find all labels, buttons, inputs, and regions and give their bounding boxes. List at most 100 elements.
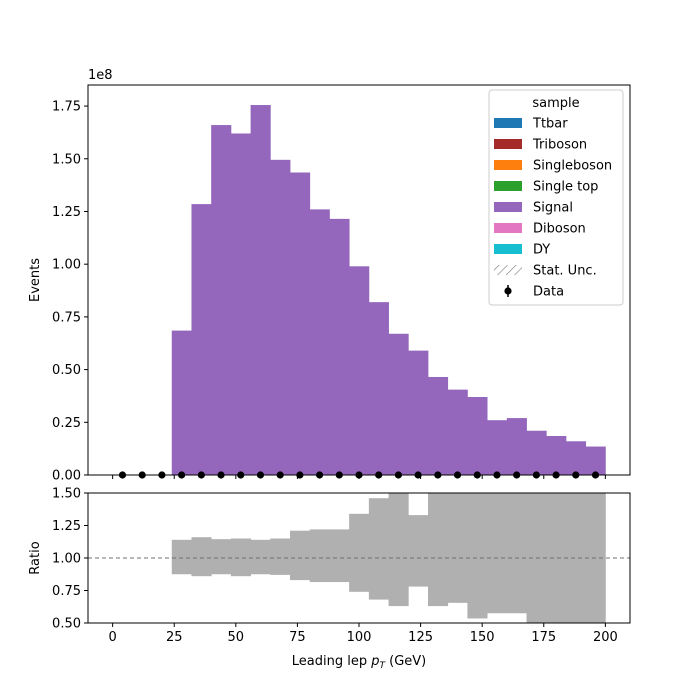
legend-label: Stat. Unc. [533,264,597,279]
legend-label: Signal [533,201,573,216]
y-tick-label: 1.00 [52,258,81,273]
stacked-histogram [171,105,606,476]
y-tick-label: 0.50 [52,617,81,632]
bar-signal [309,209,330,476]
x-tick-label: 200 [593,630,618,645]
bar-signal [526,430,547,475]
x-tick-label: 175 [531,630,556,645]
bar-signal [427,376,449,475]
uncertainty-band-bin [487,493,508,614]
legend: sample Ttbar Triboson Singleboson Single top… [488,89,624,306]
uncertainty-band-bin [329,529,350,583]
x-tick-label: 75 [289,630,306,645]
y-tick-label: 1.50 [52,152,81,167]
legend-swatch [494,202,522,212]
y-tick-label: 0.75 [52,584,81,599]
bar-signal [546,436,567,475]
bar-signal [329,218,350,475]
x-tick-label: 150 [470,630,495,645]
legend-swatch [494,181,522,191]
bar-signal [585,446,606,475]
y-tick-label: 1.75 [52,100,81,115]
bar-signal [368,302,389,475]
bar-signal [506,418,527,475]
uncertainty-band-bin [211,539,232,575]
bar-signal [191,204,212,476]
legend-label: Diboson [533,222,586,237]
main-y-axis-label: Events [28,258,43,302]
ratio-uncertainty-band [171,493,606,623]
uncertainty-band-bin [230,538,251,577]
uncertainty-band-bin [388,493,409,607]
bar-signal [230,133,251,475]
bar-signal [270,159,291,476]
bar-signal [408,350,429,475]
legend-box [488,89,624,306]
legend-label: Singleboson [533,159,612,174]
uncertainty-band-bin [565,493,587,623]
legend-label: Ttbar [532,117,568,132]
y-tick-label: 1.25 [52,519,81,534]
bar-signal [565,441,587,475]
legend-label: DY [533,243,550,258]
legend-title: sample [532,96,579,111]
ratio-y-axis-ticks: 0.50 0.75 1.00 1.25 1.50 [52,487,88,632]
uncertainty-band-bin [546,493,567,623]
ratio-x-axis-ticks: 0 25 50 75 100 125 150 175 200 [108,623,618,645]
uncertainty-band-bin [309,529,330,583]
legend-label: Data [533,285,564,300]
bar-signal [467,397,488,475]
uncertainty-band-bin [467,493,488,619]
bar-signal [211,125,232,476]
x-axis-label: Leading lep pT (GeV) [292,654,426,671]
ratio-y-axis-label: Ratio [28,541,43,574]
x-tick-label: 0 [108,630,116,645]
legend-swatch [494,244,522,254]
bar-signal [171,330,192,475]
main-y-axis-ticks: 0.00 0.25 0.50 0.75 1.00 1.25 1.50 1.75 [52,100,88,484]
x-axis-label-symbol: p [370,654,379,669]
legend-swatch [494,160,522,170]
y-tick-label: 0.75 [52,310,81,325]
legend-swatch [494,223,522,233]
legend-label: Triboson [532,138,587,153]
x-tick-label: 125 [408,630,433,645]
y-tick-label: 0.00 [52,469,81,484]
bar-signal [349,266,370,475]
x-tick-label: 100 [347,630,372,645]
bar-signal [487,420,508,475]
legend-label: Single top [533,180,598,195]
x-tick-label: 50 [228,630,245,645]
y-tick-label: 1.25 [52,205,81,220]
legend-swatch [494,118,522,128]
bar-signal [388,333,409,475]
uncertainty-band-bin [506,493,527,614]
legend-hatch-swatch [494,265,522,275]
main-x-axis-ticks [112,475,606,479]
uncertainty-band-bin [349,513,370,592]
uncertainty-band-bin [408,515,429,587]
x-axis-label-subscript: T [379,661,386,671]
y-tick-label: 1.50 [52,487,81,502]
x-tick-label: 25 [166,630,183,645]
bar-signal [290,172,311,475]
y-tick-label: 0.50 [52,363,81,378]
x-axis-label-unit: (GeV) [385,654,426,669]
bar-signal [447,389,468,475]
uncertainty-band-bin [191,537,212,577]
uncertainty-band-bin [447,493,468,603]
main-plot-panel: 0.00 0.25 0.50 0.75 1.00 1.25 1.50 1.75 1e8 Eve… [28,68,631,484]
legend-marker [504,287,512,295]
uncertainty-band-bin [250,539,271,575]
uncertainty-band-bin [368,498,389,600]
y-offset-label: 1e8 [88,68,113,83]
uncertainty-band-bin [427,493,449,607]
uncertainty-band-bin [270,538,291,575]
x-axis-label-text: Leading lep [292,654,371,669]
y-tick-label: 0.25 [52,416,81,431]
bar-signal [250,105,271,475]
ratio-plot-panel: 0.50 0.75 1.00 1.25 1.50 0 25 50 75 100 125 150 175… [28,487,631,671]
legend-swatch [494,139,522,149]
uncertainty-band-bin [290,530,311,581]
